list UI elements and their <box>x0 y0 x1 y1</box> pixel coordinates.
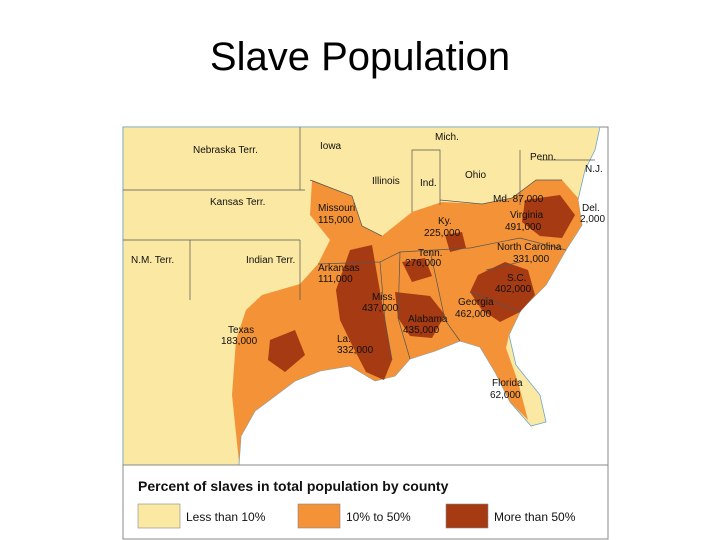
state-slaves: 332,000 <box>337 345 374 356</box>
state-name: Florida <box>492 378 523 389</box>
state-slaves: 115,000 <box>318 215 354 226</box>
state-name: Del. <box>582 203 600 214</box>
state-slaves: 87,000 <box>513 194 544 205</box>
legend-label: Less than 10% <box>186 510 266 524</box>
state-name: Tenn. <box>418 248 442 259</box>
region-label: Nebraska Terr. <box>193 145 258 156</box>
map-labels: Nebraska Terr. Iowa Mich. Penn. N.J. Ohi… <box>131 132 603 266</box>
state-slaves: 402,000 <box>495 284 532 295</box>
state-name: North Carolina <box>497 242 562 253</box>
state-name: Ky. <box>438 216 452 227</box>
state-slaves: 437,000 <box>362 303 399 314</box>
region-label: Kansas Terr. <box>210 197 265 208</box>
state-name: Texas <box>228 325 254 336</box>
state-slaves: 276,000 <box>405 258 442 269</box>
region-label: Penn. <box>530 152 556 163</box>
state-name: Virginia <box>510 210 544 221</box>
legend-swatch <box>137 503 181 529</box>
state-slaves: 225,000 <box>424 228 461 239</box>
state-name: S.C. <box>507 273 526 284</box>
legend-swatch <box>297 503 341 529</box>
map <box>122 126 609 466</box>
region-label: N.J. <box>585 164 603 175</box>
legend-label: More than 50% <box>494 510 576 524</box>
state-slaves: 331,000 <box>513 254 550 265</box>
legend: Percent of slaves in total population by… <box>122 464 609 540</box>
state-name: Md. <box>493 194 510 205</box>
state-name: Alabama <box>408 314 448 325</box>
state-slaves: 462,000 <box>455 309 492 320</box>
state-slaves: 435,000 <box>403 325 440 336</box>
state-label: Md. 87,000 <box>493 194 544 205</box>
region-label: Iowa <box>320 141 342 152</box>
slide-title: Slave Population <box>210 35 510 79</box>
state-name: Missouri <box>318 203 355 214</box>
legend-swatch <box>445 503 489 529</box>
state-borders <box>123 127 595 361</box>
region-label: Indian Terr. <box>246 255 295 266</box>
region-high <box>268 195 575 380</box>
state-slaves: 491,000 <box>505 222 542 233</box>
state-name: Georgia <box>458 297 494 308</box>
region-label: N.M. Terr. <box>131 255 174 266</box>
state-name: La. <box>337 334 351 345</box>
region-label: Ind. <box>420 178 437 189</box>
legend-frame <box>122 464 609 540</box>
region-label: Mich. <box>435 132 459 143</box>
state-slaves: 111,000 <box>318 274 353 285</box>
state-name: Arkansas <box>318 263 360 274</box>
region-label: Ohio <box>465 170 487 181</box>
state-slaves: 2,000 <box>580 214 605 225</box>
state-slaves: 183,000 <box>221 336 258 347</box>
state-slaves: 62,000 <box>490 390 521 401</box>
state-name: Miss. <box>372 292 395 303</box>
legend-label: 10% to 50% <box>346 510 411 524</box>
legend-title: Percent of slaves in total population by… <box>138 478 449 494</box>
region-label: Illinois <box>372 176 400 187</box>
